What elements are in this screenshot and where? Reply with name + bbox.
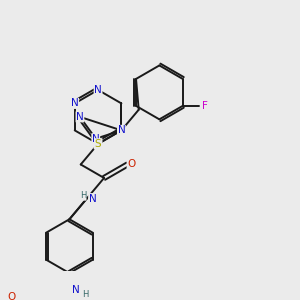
- Text: O: O: [127, 160, 135, 170]
- Text: H: H: [80, 191, 86, 200]
- Text: N: N: [92, 134, 100, 144]
- Text: N: N: [94, 85, 102, 95]
- Text: N: N: [89, 194, 96, 204]
- Text: H: H: [82, 290, 88, 299]
- Text: N: N: [118, 125, 125, 135]
- Text: N: N: [94, 139, 102, 149]
- Text: S: S: [95, 139, 101, 149]
- Text: N: N: [71, 98, 79, 108]
- Text: F: F: [202, 101, 208, 111]
- Text: N: N: [76, 112, 84, 122]
- Text: N: N: [72, 286, 80, 296]
- Text: O: O: [7, 292, 16, 300]
